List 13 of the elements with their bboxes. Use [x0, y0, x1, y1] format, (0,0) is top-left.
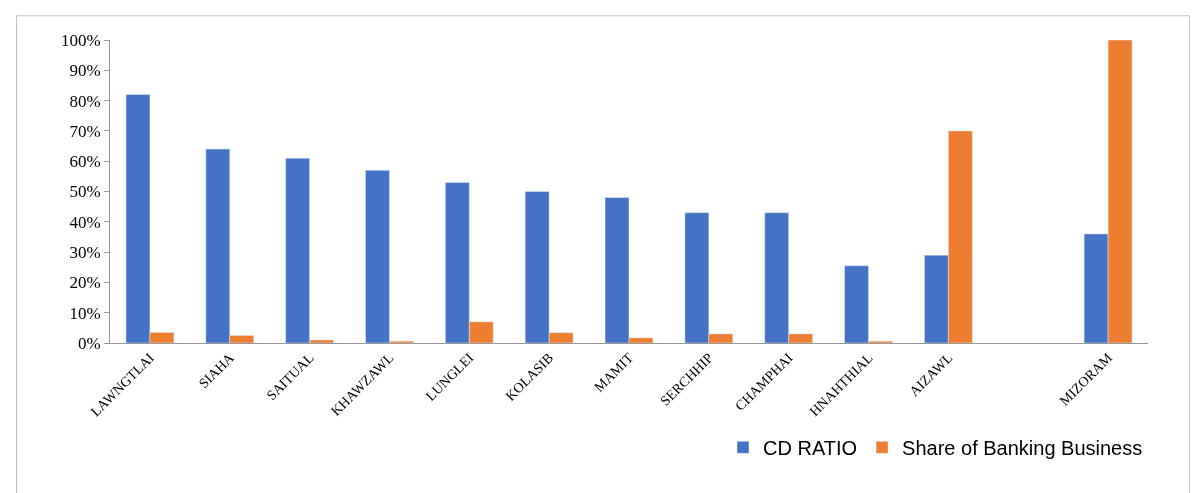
- y-tick-label: 60%: [69, 152, 101, 172]
- legend-label: CD RATIO: [763, 437, 858, 460]
- y-tick-label: 90%: [69, 61, 101, 81]
- y-tick-label: 50%: [69, 182, 101, 202]
- y-tick-label: 20%: [69, 273, 101, 293]
- y-tick-label: 70%: [69, 121, 101, 141]
- legend-label: Share of Banking Business: [902, 437, 1143, 460]
- y-tick-label: 40%: [69, 212, 101, 232]
- y-tick-label: 10%: [69, 303, 101, 323]
- y-tick-label: 80%: [69, 91, 101, 111]
- y-tick-label: 100%: [60, 30, 101, 50]
- y-tick-label: 30%: [69, 243, 101, 263]
- y-tick-label: 0%: [77, 333, 101, 353]
